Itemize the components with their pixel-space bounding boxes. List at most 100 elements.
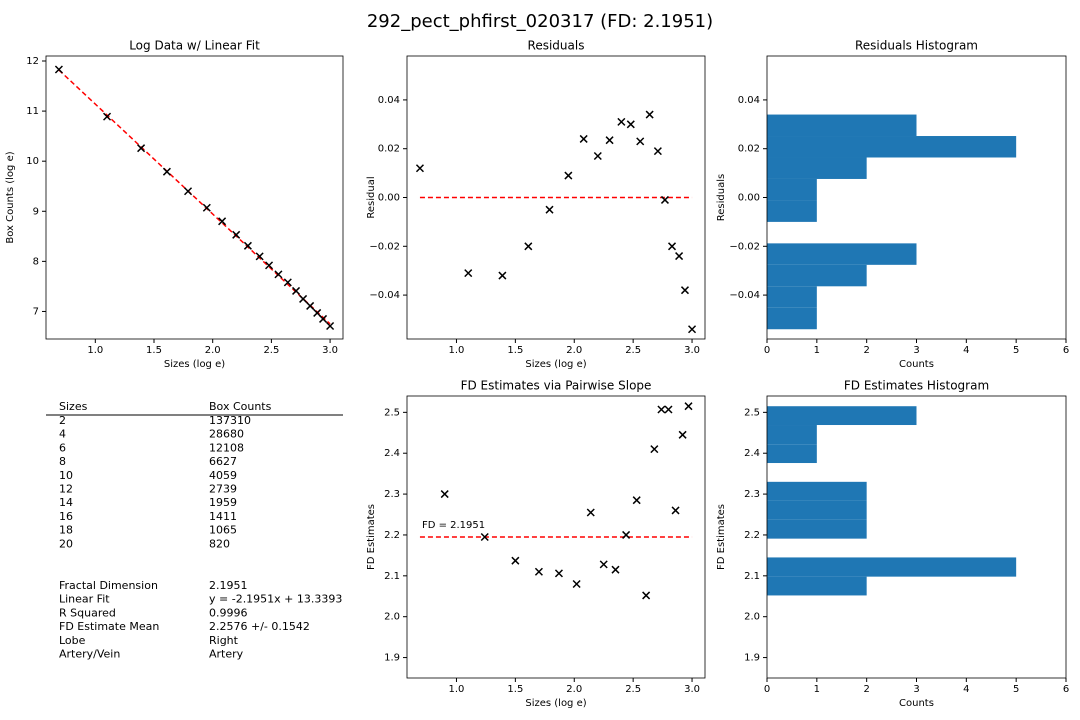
table-header: Box Counts (209, 400, 272, 413)
y-tick-label: 0.04 (738, 95, 760, 106)
marker (599, 560, 608, 569)
marker (675, 252, 684, 261)
table-cell: 6 (59, 441, 66, 454)
marker (54, 65, 63, 74)
marker (684, 402, 693, 411)
chart-title: Residuals Histogram (855, 39, 978, 53)
x-tick-label: 3 (913, 345, 919, 356)
summary-cell: 2.2576 +/- 0.1542 (209, 620, 310, 633)
y-tick-label: 2.4 (384, 448, 400, 459)
x-tick-label: 0 (764, 684, 770, 695)
x-tick-label: 3.0 (684, 684, 700, 695)
marker (586, 508, 595, 517)
x-axis-label: Sizes (log e) (525, 359, 586, 370)
chart-title: Residuals (528, 39, 585, 53)
marker (554, 569, 563, 578)
table-cell: 1959 (209, 496, 237, 509)
summary-cell: Right (209, 634, 239, 647)
x-tick-label: 2.5 (263, 345, 279, 356)
x-axis-label: Sizes (log e) (164, 359, 225, 370)
table-cell: 8 (59, 455, 66, 468)
marker (664, 405, 673, 414)
table-cell: 16 (59, 510, 73, 523)
bar (767, 286, 817, 308)
x-tick-label: 1.0 (449, 684, 465, 695)
marker (218, 217, 227, 226)
x-tick-label: 1.5 (507, 684, 523, 695)
marker (440, 490, 449, 499)
x-tick-label: 1.0 (87, 345, 103, 356)
summary-cell: y = -2.1951x + 13.3393 (209, 593, 342, 606)
x-tick-label: 6 (1063, 345, 1069, 356)
marker (299, 294, 308, 303)
marker (255, 252, 264, 261)
marker (632, 496, 641, 505)
x-tick-label: 1.5 (146, 345, 162, 356)
bar (767, 114, 917, 137)
axes-frame (406, 395, 706, 679)
marker (688, 325, 697, 334)
x-axis-label: Sizes (log e) (525, 698, 586, 709)
x-tick-label: 4 (963, 684, 969, 695)
x-tick-label: 2.5 (625, 345, 641, 356)
bar (767, 500, 867, 520)
x-tick-label: 0 (764, 345, 770, 356)
bar (767, 178, 817, 201)
summary-cell: Lobe (59, 634, 86, 647)
y-tick-label: 0.02 (378, 144, 400, 155)
marker (243, 241, 252, 250)
marker (678, 430, 687, 439)
marker (660, 195, 669, 204)
y-tick-label: 7 (33, 306, 39, 317)
y-tick-label: 2.4 (744, 448, 760, 459)
marker (671, 506, 680, 515)
marker (617, 117, 626, 126)
annotation: FD = 2.1951 (422, 520, 485, 531)
table-cell: 4059 (209, 469, 237, 482)
marker (579, 134, 588, 143)
y-tick-label: 10 (26, 156, 39, 167)
bar (767, 157, 867, 179)
marker (202, 203, 211, 212)
marker (611, 565, 620, 574)
bar (767, 444, 817, 464)
x-tick-label: 3.0 (322, 345, 338, 356)
figure-title: 292_pect_phfirst_020317 (FD: 2.1951) (367, 11, 713, 32)
y-tick-label: −0.04 (369, 290, 400, 301)
y-axis-label: Box Counts (log e) (5, 151, 16, 243)
bar (767, 264, 867, 287)
bar (767, 307, 817, 330)
x-tick-label: 3.0 (684, 345, 700, 356)
x-tick-label: 1.5 (507, 345, 523, 356)
x-axis-label: Counts (899, 698, 934, 709)
x-tick-label: 2.0 (566, 684, 582, 695)
y-tick-label: 2.2 (744, 530, 760, 541)
table-cell: 28680 (209, 428, 244, 441)
x-tick-label: 2 (863, 345, 869, 356)
table-cell: 10 (59, 469, 73, 482)
bar (767, 200, 817, 222)
marker (680, 286, 690, 295)
x-tick-label: 6 (1063, 684, 1069, 695)
marker (653, 147, 662, 156)
y-tick-label: 2.3 (384, 489, 400, 500)
y-tick-label: 0.00 (738, 193, 760, 204)
marker (667, 242, 677, 251)
marker (657, 405, 666, 414)
bar (767, 425, 817, 445)
summary-cell: R Squared (59, 606, 116, 619)
table-cell: 20 (59, 537, 73, 550)
marker (283, 278, 292, 287)
table-cell: 1065 (209, 524, 237, 537)
marker (534, 567, 543, 576)
marker (593, 151, 602, 161)
x-tick-label: 2.5 (625, 684, 641, 695)
bar (767, 481, 867, 501)
y-tick-label: 8 (33, 256, 39, 267)
y-tick-label: 9 (33, 206, 39, 217)
marker (464, 269, 473, 278)
y-tick-label: 1.9 (384, 653, 400, 664)
marker (326, 321, 335, 331)
bar (767, 136, 1017, 158)
